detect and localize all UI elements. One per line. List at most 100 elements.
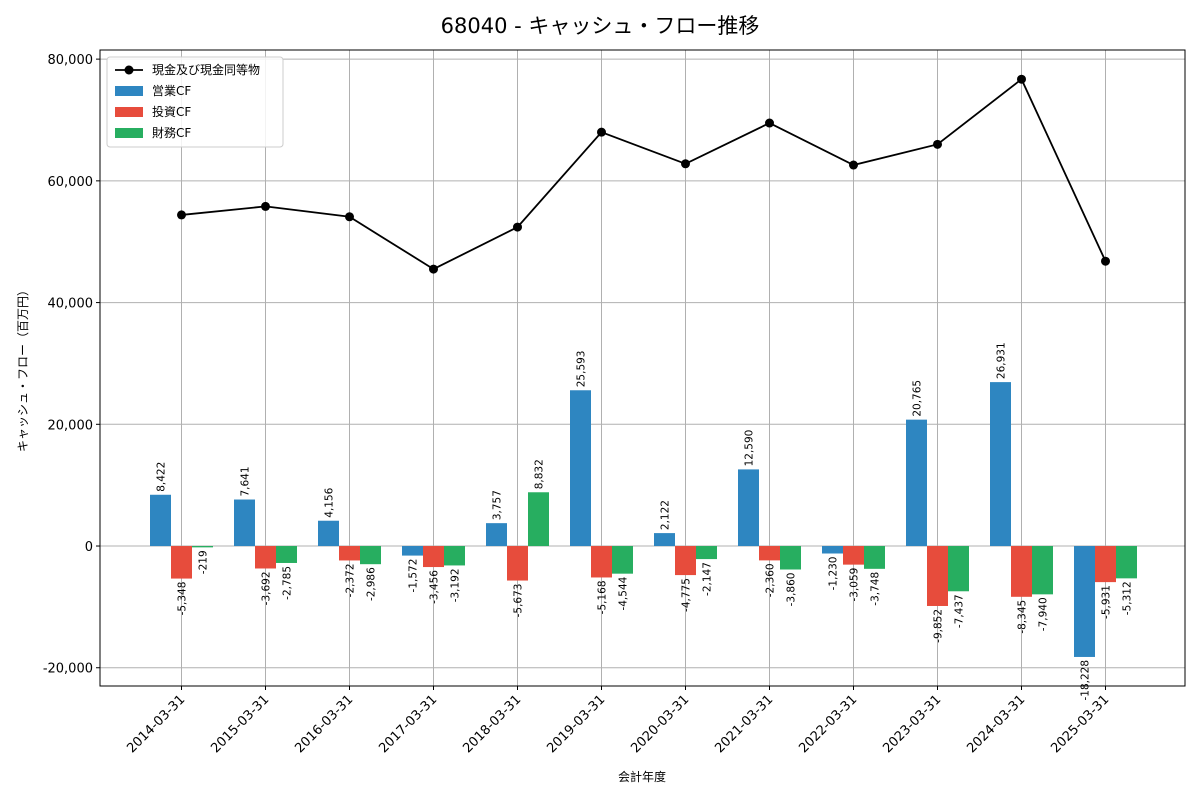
y-axis: -20,000 0 20,000 40,000 60,000 80,000 <box>43 53 100 677</box>
x-tick-label: 2023-03-31 <box>880 692 944 756</box>
bar <box>171 546 192 579</box>
bar <box>822 546 843 554</box>
data-label: -1,230 <box>828 557 840 591</box>
cash-line-point <box>1101 256 1110 266</box>
legend-label: 現金及び現金同等物 <box>152 62 260 77</box>
legend-bar-swatch <box>115 128 143 138</box>
data-label: -3,860 <box>786 573 798 607</box>
legend-label: 財務CF <box>152 125 191 140</box>
chart-title: 68040 - キャッシュ・フロー推移 <box>441 14 760 38</box>
data-label: -3,692 <box>261 571 273 605</box>
bar <box>150 494 171 547</box>
bar <box>1032 546 1053 595</box>
x-tick-label: 2017-03-31 <box>376 692 440 756</box>
bar <box>402 546 423 556</box>
data-label: -7,940 <box>1038 597 1050 631</box>
data-label: -3,192 <box>450 568 462 602</box>
y-tick-label: 80,000 <box>48 53 94 68</box>
cash-line-point <box>681 159 690 169</box>
cash-line-point <box>345 212 354 222</box>
data-label: 8,422 <box>156 462 168 492</box>
y-tick-label: 0 <box>85 540 93 555</box>
bar <box>360 546 381 565</box>
data-label: 3,757 <box>492 490 504 520</box>
bar <box>591 546 612 578</box>
legend-label: 投資CF <box>152 104 191 119</box>
data-label: -2,147 <box>702 562 714 596</box>
cash-line-point <box>177 210 186 220</box>
y-tick-label: 40,000 <box>48 297 94 312</box>
bars <box>150 382 1137 657</box>
cash-line-point <box>1017 74 1026 84</box>
bar <box>339 546 360 561</box>
y-tick-label: 20,000 <box>48 418 94 433</box>
bar <box>318 520 339 547</box>
plot-frame <box>99 49 1186 687</box>
data-label: -5,168 <box>597 580 609 614</box>
bar <box>906 419 927 547</box>
data-label: -18,228 <box>1080 660 1092 701</box>
x-tick-label: 2022-03-31 <box>796 692 860 756</box>
legend-marker-swatch <box>124 65 134 75</box>
cash-line-point <box>261 201 270 211</box>
data-label: -5,931 <box>1101 585 1113 619</box>
bar <box>234 499 255 547</box>
x-tick-label: 2014-03-31 <box>124 692 188 756</box>
data-label: -5,348 <box>177 582 189 616</box>
legend-box <box>106 56 284 148</box>
data-label: 12,590 <box>744 430 756 467</box>
bar <box>1011 546 1032 597</box>
data-label: 7,641 <box>240 466 252 496</box>
data-label: -2,785 <box>282 566 294 600</box>
cash-line-point <box>597 127 606 137</box>
bar <box>864 546 885 569</box>
cash-line-point <box>429 264 438 274</box>
data-label: -219 <box>198 550 210 574</box>
data-label: 4,156 <box>324 487 336 517</box>
data-labels: 8,422 7,641 4,156 -1,572 3,757 25,593 2,122 12,… <box>156 342 1134 700</box>
data-label: -3,059 <box>849 568 861 602</box>
bar <box>780 546 801 570</box>
cash-line-point <box>933 139 942 149</box>
legend-bar-swatch <box>115 86 143 96</box>
data-label: 26,931 <box>996 342 1008 379</box>
x-tick-label: 2018-03-31 <box>460 692 524 756</box>
x-axis: 2014-03-31 2015-03-31 2016-03-31 2017-03-31… <box>124 686 1112 756</box>
bar <box>255 546 276 569</box>
bar <box>1116 546 1137 579</box>
data-label: -3,748 <box>870 572 882 606</box>
bar <box>738 469 759 547</box>
data-label: -1,572 <box>408 559 420 593</box>
bar <box>759 546 780 561</box>
cash-line-path <box>181 77 1107 271</box>
x-tick-label: 2016-03-31 <box>292 692 356 756</box>
data-label: 8,832 <box>534 459 546 489</box>
data-label: -9,852 <box>933 609 945 643</box>
x-tick-label: 2019-03-31 <box>544 692 608 756</box>
bar <box>507 546 528 581</box>
bar <box>276 546 297 563</box>
y-axis-label: キャッシュ・フロー（百万円） <box>16 284 30 452</box>
y-tick-label: 60,000 <box>48 175 94 190</box>
bar <box>444 546 465 566</box>
data-label: 20,765 <box>912 380 924 417</box>
data-label: -4,544 <box>618 576 630 610</box>
x-tick-label: 2021-03-31 <box>712 692 776 756</box>
data-label: -7,437 <box>954 594 966 628</box>
bar <box>675 546 696 576</box>
bar <box>696 546 717 560</box>
data-label: -5,673 <box>513 584 525 618</box>
bar <box>528 492 549 547</box>
bar <box>843 546 864 565</box>
x-tick-label: 2024-03-31 <box>964 692 1028 756</box>
legend-bar-swatch <box>115 107 143 117</box>
data-label: 2,122 <box>660 500 672 530</box>
y-tick-label: -20,000 <box>43 662 93 677</box>
x-axis-label: 会計年度 <box>618 769 666 784</box>
bar <box>948 546 969 592</box>
bar <box>192 546 213 548</box>
data-label: -2,372 <box>345 563 357 597</box>
data-label: -8,345 <box>1017 600 1029 634</box>
